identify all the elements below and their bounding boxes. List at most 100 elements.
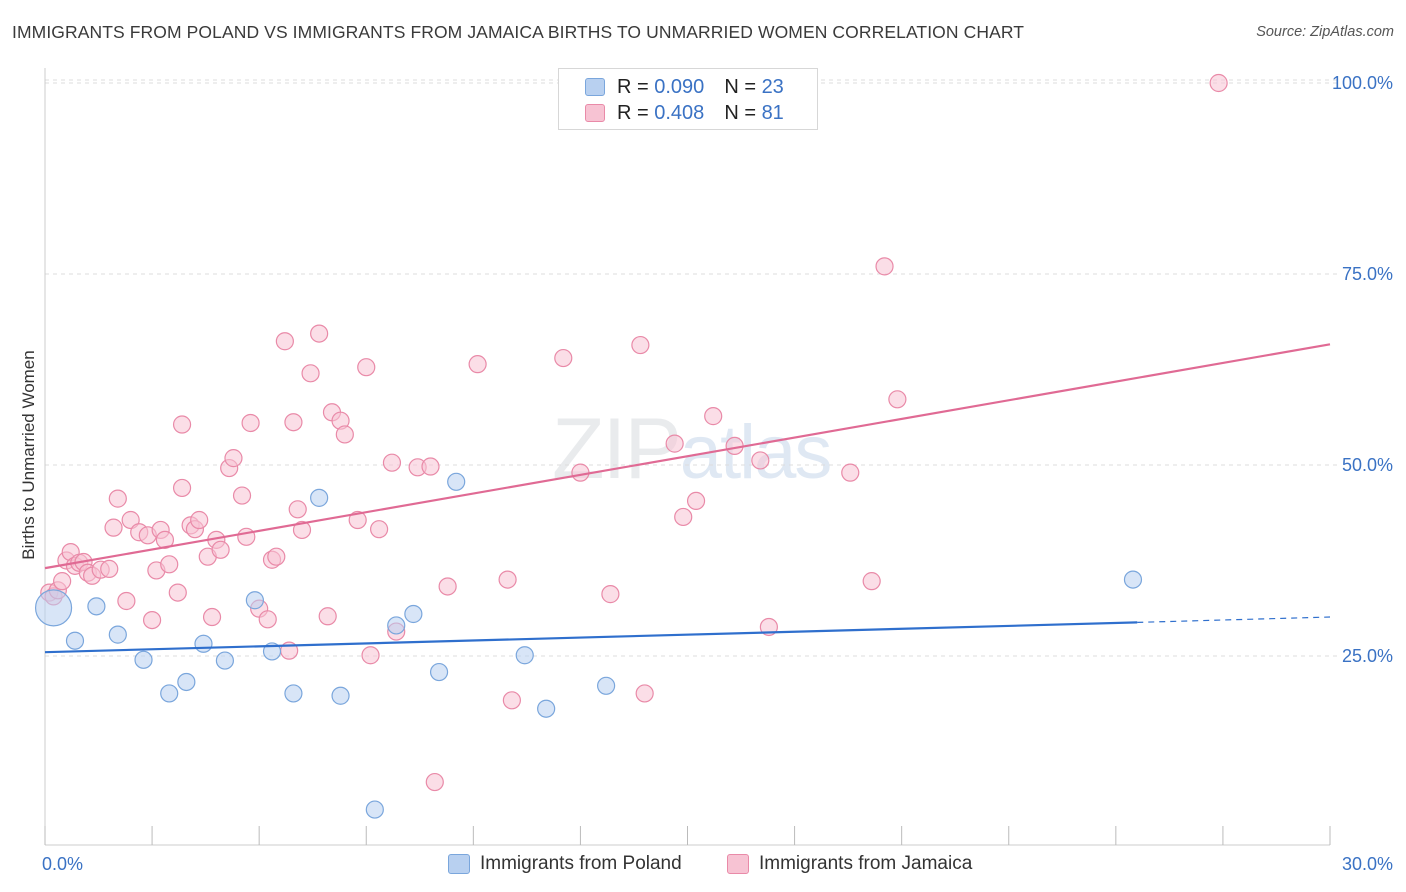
jamaica-point (468, 355, 487, 374)
jamaica-point (190, 510, 209, 530)
poland-point (87, 597, 106, 616)
jamaica-point (704, 407, 723, 426)
jamaica-point (357, 358, 376, 377)
r-label: R = (617, 75, 649, 98)
poland-point (447, 472, 466, 491)
poland-point (331, 686, 350, 705)
poland-point (1123, 570, 1143, 589)
data-points (34, 73, 1228, 819)
stats-legend: R = 0.090 N = 23 R = 0.408 N = 81 (558, 68, 818, 130)
jamaica-point (117, 591, 136, 611)
r-value: 0.090 (654, 75, 705, 98)
jamaica-point (425, 772, 444, 792)
stats-legend-jamaica: R = 0.408 N = 81 (585, 100, 784, 126)
poland-point (387, 616, 406, 635)
legend-label-jamaica: Immigrants from Jamaica (759, 853, 973, 874)
source-label: Source: ZipAtlas.com (1256, 24, 1394, 40)
n-label: N = (724, 101, 756, 124)
jamaica-point (258, 610, 277, 629)
watermark: ZIPatlas (552, 400, 832, 499)
poland-point (194, 634, 213, 653)
jamaica-point (502, 691, 521, 710)
jamaica-point (142, 610, 162, 630)
poland-point (160, 684, 179, 703)
jamaica-point (267, 547, 286, 566)
jamaica-point (361, 646, 380, 665)
poland-point (177, 672, 196, 692)
watermark-zip: ZIP (552, 401, 682, 497)
poland-point (65, 631, 85, 650)
r-value: 0.408 (654, 101, 705, 124)
jamaica-point (674, 507, 693, 527)
grid-lines (45, 79, 1338, 657)
poland-point (429, 662, 449, 682)
poland-point (108, 625, 127, 644)
jamaica-point (155, 530, 175, 549)
jamaica-point (172, 478, 192, 498)
legend-item-jamaica: Immigrants from Jamaica (727, 851, 972, 877)
poland-point (537, 699, 556, 718)
y-tick-label: 75.0% (1342, 264, 1393, 284)
jamaica-point (635, 684, 654, 703)
poland-swatch-icon (585, 78, 605, 96)
jamaica-point (665, 434, 684, 453)
poland-trend-extension (1137, 616, 1331, 623)
jamaica-legend-icon (727, 854, 749, 874)
jamaica-point (232, 486, 252, 505)
jamaica-point (421, 457, 440, 476)
jamaica-point (438, 577, 457, 596)
jamaica-point (108, 489, 127, 508)
poland-point (515, 646, 534, 665)
jamaica-point (288, 500, 307, 519)
poland-point (134, 650, 153, 669)
n-value: 81 (761, 101, 784, 124)
y-tick-label: 25.0% (1342, 646, 1393, 666)
jamaica-point (498, 570, 517, 589)
jamaica-point (241, 413, 260, 433)
x-tick-label: 30.0% (1342, 854, 1393, 874)
poland-trend-line (44, 621, 1138, 654)
jamaica-point (348, 510, 367, 530)
jamaica-point (335, 425, 354, 444)
jamaica-point (571, 463, 590, 482)
poland-point (365, 800, 384, 819)
poland-legend-icon (448, 854, 470, 874)
jamaica-point (224, 449, 243, 468)
jamaica-point (1209, 73, 1228, 93)
legend-label-poland: Immigrants from Poland (480, 853, 682, 874)
poland-point (310, 488, 329, 507)
poland-point (284, 684, 303, 703)
n-value: 23 (761, 75, 784, 98)
stats-legend-poland: R = 0.090 N = 23 (585, 74, 784, 100)
jamaica-point (53, 572, 72, 591)
jamaica-point (370, 520, 389, 539)
jamaica-point (202, 607, 222, 627)
jamaica-point (862, 572, 881, 591)
jamaica-point (382, 453, 402, 472)
tick-labels: 25.0% 50.0% 75.0% 100.0% 0.0% 30.0% (42, 73, 1393, 874)
jamaica-point (160, 555, 179, 574)
jamaica-point (301, 364, 320, 383)
jamaica-point (318, 607, 337, 626)
jamaica-point (686, 491, 706, 511)
legend-item-poland: Immigrants from Poland (448, 851, 682, 877)
jamaica-point (284, 413, 303, 432)
jamaica-point (601, 585, 620, 604)
jamaica-trend-line (44, 343, 1331, 570)
jamaica-point (875, 257, 894, 276)
jamaica-point (275, 332, 294, 351)
jamaica-point (292, 520, 312, 540)
chart-title: IMMIGRANTS FROM POLAND VS IMMIGRANTS FRO… (12, 22, 1025, 42)
jamaica-point (104, 518, 123, 537)
jamaica-point (310, 324, 329, 343)
n-label: N = (724, 75, 756, 98)
y-tick-label: 50.0% (1342, 455, 1393, 475)
jamaica-point (100, 559, 119, 579)
jamaica-point (554, 348, 573, 368)
jamaica-point (237, 527, 256, 546)
axes (44, 68, 1331, 846)
y-axis-label: Births to Unmarried Women (19, 350, 38, 559)
jamaica-point (751, 451, 770, 470)
jamaica-point (211, 540, 230, 559)
